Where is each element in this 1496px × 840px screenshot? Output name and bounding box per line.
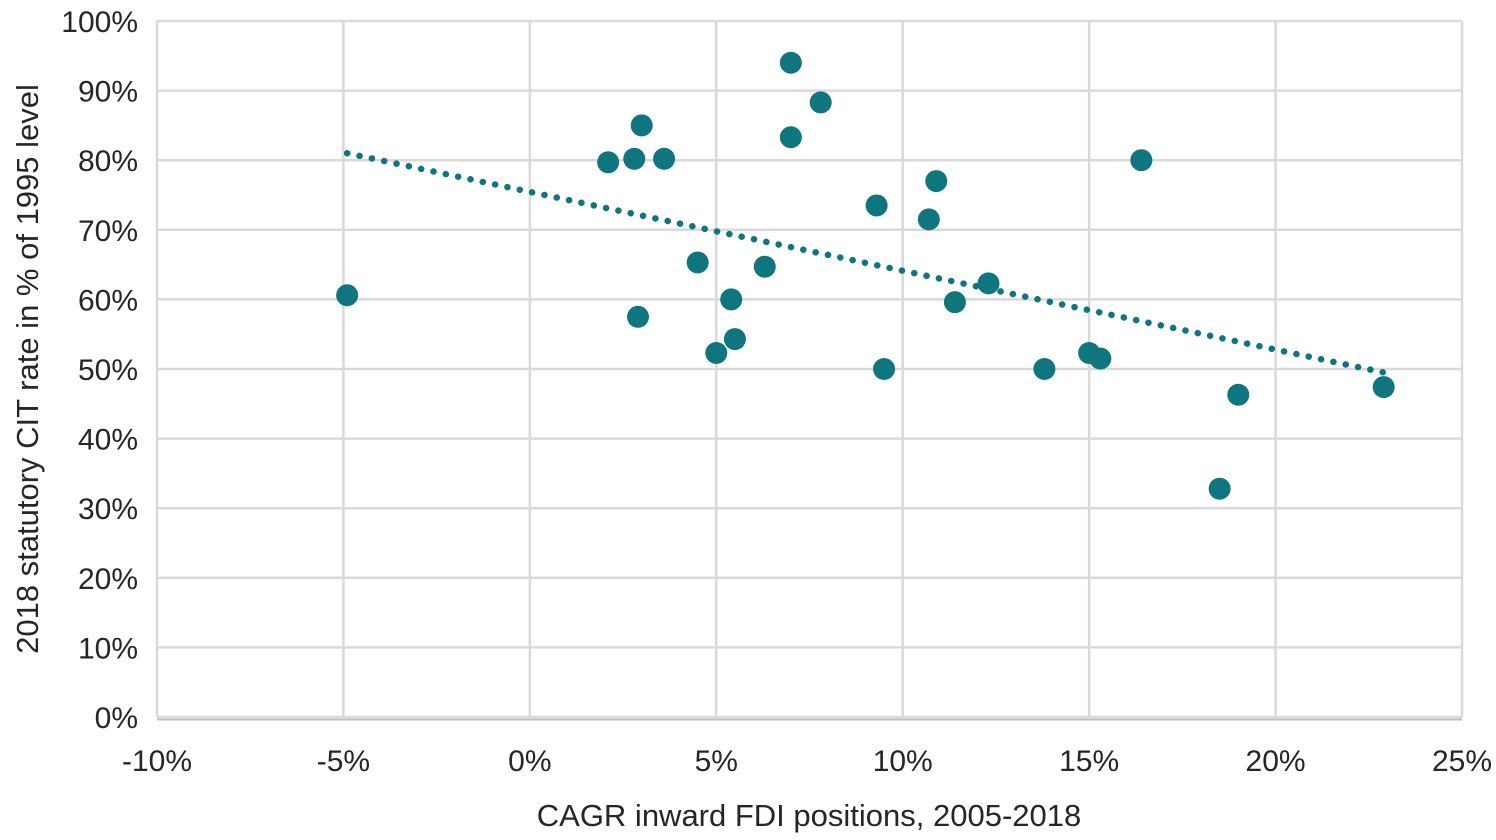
data-point: [597, 151, 620, 174]
y-tick-label: 70%: [78, 215, 138, 248]
x-tick-label: 0%: [508, 745, 551, 778]
y-tick-label: 80%: [78, 145, 138, 178]
data-point: [865, 194, 888, 217]
data-point: [1033, 358, 1056, 380]
y-tick-label: 0%: [95, 702, 138, 735]
data-point: [1089, 347, 1112, 370]
trendline-group: [343, 149, 1387, 376]
y-tick-label: 90%: [78, 76, 138, 109]
x-tick-label: 25%: [1432, 745, 1492, 778]
x-tick-label: 15%: [1059, 745, 1119, 778]
data-point: [925, 170, 948, 193]
data-point: [779, 51, 802, 74]
data-point: [1208, 477, 1231, 500]
data-point: [1130, 149, 1153, 172]
x-axis-title: CAGR inward FDI positions, 2005-2018: [537, 798, 1081, 833]
trendline-dotted: [343, 149, 1387, 376]
data-point: [623, 147, 646, 170]
data-point: [336, 284, 359, 307]
y-tick-label: 30%: [78, 493, 138, 526]
y-tick-label: 10%: [78, 632, 138, 665]
y-tick-label: 100%: [61, 6, 138, 39]
data-point: [809, 91, 832, 114]
data-point: [1372, 376, 1395, 399]
data-point: [720, 288, 743, 311]
data-point: [630, 114, 653, 137]
y-axis-title: 2018 statutory CIT rate in % of 1995 lev…: [10, 84, 45, 654]
data-point: [1227, 383, 1250, 406]
data-point: [705, 341, 728, 364]
x-axis-tick-labels: -10% -5% 0% 5% 10% 15% 20% 25%: [122, 745, 1492, 778]
x-tick-label: 5%: [695, 745, 738, 778]
y-tick-label: 20%: [78, 563, 138, 596]
y-tick-label: 40%: [78, 424, 138, 457]
horizontal-gridlines: [157, 19, 1462, 719]
data-point: [917, 208, 940, 231]
x-tick-label: 20%: [1246, 745, 1306, 778]
x-tick-label: 10%: [873, 745, 933, 778]
y-axis-tick-labels: 0% 10% 20% 30% 40% 50% 60% 70% 80% 90% 100%: [61, 6, 138, 735]
data-point: [753, 255, 776, 278]
y-tick-label: 50%: [78, 354, 138, 387]
y-tick-label: 60%: [78, 284, 138, 317]
data-point: [653, 147, 676, 170]
x-tick-label: -10%: [122, 745, 192, 778]
data-point: [686, 251, 709, 274]
data-point: [873, 358, 896, 380]
data-point: [779, 126, 802, 149]
data-point: [977, 272, 1000, 295]
data-point: [943, 291, 966, 314]
data-point: [626, 305, 649, 328]
data-points-group: [336, 51, 1395, 500]
x-tick-label: -5%: [317, 745, 370, 778]
data-point: [723, 328, 746, 351]
